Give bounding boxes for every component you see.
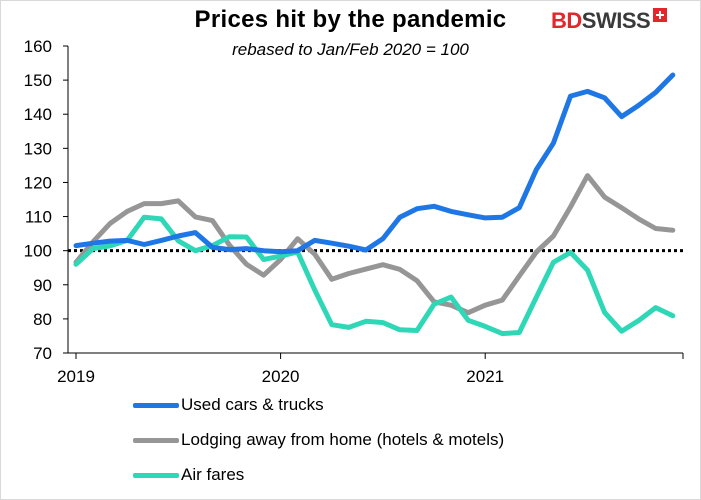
legend-label: Used cars & trucks [181, 395, 324, 414]
legend-label: Air fares [181, 465, 245, 484]
y-tick-label: 160 [24, 37, 52, 56]
legend-item: Used cars & trucks [133, 395, 324, 415]
swiss-cross-icon [653, 8, 668, 22]
y-tick-label: 110 [25, 208, 52, 227]
y-tick-label: 90 [33, 276, 52, 295]
logo-text-swiss: SWISS [581, 8, 651, 33]
chart-title: Prices hit by the pandemic [194, 6, 507, 33]
y-tick-label: 140 [24, 105, 52, 124]
series-line-used-cars-trucks [73, 72, 676, 255]
bdswiss-logo: BD SWISS [551, 8, 668, 34]
series-line-air-fares [73, 214, 676, 337]
x-tick-label: 2021 [466, 367, 504, 386]
y-tick-label: 100 [24, 242, 52, 261]
legend-swatch [133, 437, 179, 443]
y-tick-label: 80 [33, 310, 52, 329]
legend-item: Lodging away from home (hotels & motels) [133, 430, 504, 450]
x-tick-label: 2019 [57, 367, 95, 386]
chart-axes: 70 80 90 100 110 120 130 140 150 160 2019 2020 2021 [24, 37, 684, 386]
series-layer [68, 72, 683, 337]
chart-subtitle: rebased to Jan/Feb 2020 = 100 [232, 40, 469, 59]
series-line-lodging-away-from-home-hotels-motels [73, 173, 676, 316]
logo-text-bd: BD [551, 8, 582, 33]
y-tick-label: 130 [24, 139, 52, 158]
y-tick-label: 150 [24, 71, 52, 90]
x-tick-label: 2020 [262, 367, 300, 386]
legend-item: Air fares [133, 465, 244, 485]
legend-swatch [133, 472, 179, 478]
legend-label: Lodging away from home (hotels & motels) [181, 430, 505, 449]
y-tick-label: 120 [24, 173, 52, 192]
legend-swatch [133, 402, 179, 408]
y-tick-label: 70 [33, 344, 52, 363]
